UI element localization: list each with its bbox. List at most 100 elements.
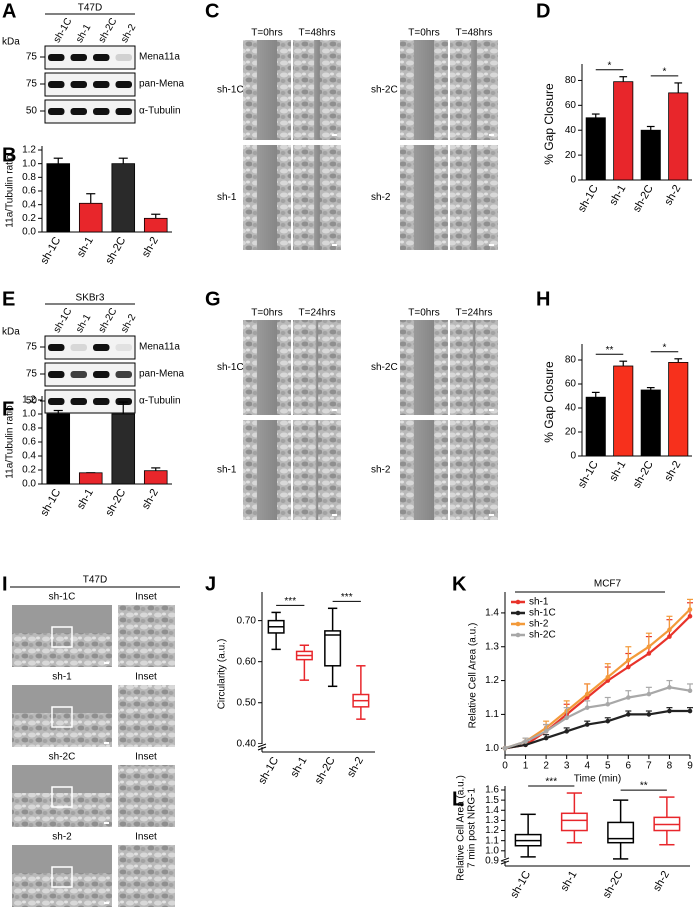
point: [523, 742, 528, 748]
x-tick-label: sh-1C: [256, 755, 281, 786]
lane-label: sh-1: [74, 312, 93, 335]
condition-label: sh-1: [217, 465, 237, 476]
x-tick-label: sh-1: [607, 183, 628, 208]
point: [687, 607, 693, 612]
band: [48, 81, 65, 88]
bar: [640, 389, 661, 457]
point: [564, 715, 569, 721]
scale-bar: [332, 514, 337, 516]
panel-label: E: [2, 288, 15, 310]
y-tick-label: 1.0: [22, 409, 36, 420]
y-tick-label: 1.4: [485, 608, 499, 619]
significance-label: ***: [545, 777, 557, 788]
y-tick-label: 1.2: [22, 145, 36, 156]
unit-label: kDa: [2, 327, 20, 338]
band: [48, 108, 65, 115]
time-label: T=48hrs: [299, 28, 336, 39]
wound-gap: [315, 420, 319, 520]
y-tick-label: 1.0: [485, 845, 499, 856]
wound-gap: [256, 145, 278, 250]
panel-label: A: [2, 0, 16, 22]
y-tick-label: 0.50: [237, 697, 257, 708]
panel-label: F: [2, 398, 14, 420]
y-tick-label: 1.6: [485, 785, 499, 796]
axis-break: [257, 743, 267, 748]
x-tick-label: 9: [687, 761, 693, 772]
x-tick-label: sh-2: [651, 869, 672, 894]
y-tick-label: 0: [570, 451, 576, 462]
lane-label: sh-1C: [52, 306, 75, 335]
wound-gap: [256, 420, 278, 520]
panel-label: G: [205, 288, 221, 310]
band: [93, 54, 110, 61]
cell-line: T47D: [83, 575, 107, 586]
time-label: T=24hrs: [456, 308, 493, 319]
time-label: T=48hrs: [456, 28, 493, 39]
y-tick-label: 1.4: [485, 805, 499, 816]
wound-gap: [471, 145, 477, 250]
x-tick-label: 0: [502, 761, 508, 772]
wound-gap: [471, 40, 477, 140]
y-tick-label: 0.0: [22, 479, 36, 490]
y-tick-label: 0.40: [237, 738, 257, 749]
box: [324, 630, 342, 667]
series-line: [504, 686, 691, 750]
scale-bar: [104, 742, 109, 744]
band: [70, 344, 87, 351]
inset-image: [118, 605, 175, 667]
condition-label: sh-2: [371, 192, 391, 203]
inset-box: [51, 706, 73, 728]
condition-label: sh-2C: [371, 362, 398, 373]
wound-gap: [314, 40, 320, 140]
wound-gap: [256, 40, 278, 140]
axis-break: [500, 860, 510, 865]
inset-box: [51, 786, 73, 808]
condition-label: sh-2: [371, 465, 391, 476]
y-axis-label: 11a/Tubulin ratio: [5, 154, 16, 228]
point: [626, 657, 631, 663]
point: [646, 691, 652, 697]
lane-label: sh-2C: [97, 306, 120, 335]
wound-gap: [413, 420, 435, 520]
protein-label: α-Tubulin: [139, 396, 181, 407]
x-tick-label: 2: [543, 761, 549, 772]
y-tick-label: 0.6: [22, 437, 36, 448]
x-tick-label: sh-2C: [631, 183, 656, 214]
point: [584, 691, 590, 697]
significance-label: ***: [284, 596, 296, 607]
bar: [78, 472, 103, 485]
bar: [585, 117, 606, 181]
legend-marker: [515, 632, 521, 638]
panel-label: H: [536, 288, 550, 310]
y-tick-label: 1.3: [485, 815, 499, 826]
scale-bar: [489, 514, 494, 516]
bar: [613, 81, 634, 181]
axis-break: [500, 857, 510, 862]
y-axis-label: Relative Cell Area (a.u.): [468, 623, 479, 729]
kda-marker: 50: [26, 106, 38, 117]
inset-box: [51, 626, 73, 648]
x-tick-label: sh-1C: [508, 869, 533, 900]
band: [93, 398, 110, 405]
scale-bar: [489, 409, 494, 411]
x-tick-label: 7: [646, 761, 652, 772]
condition-label: sh-1C: [49, 592, 76, 603]
y-tick-label: 0.9: [485, 856, 499, 867]
x-tick-label: 4: [584, 761, 590, 772]
y-tick-label: 20: [565, 427, 577, 438]
y-tick-label: 0: [570, 175, 576, 186]
y-tick-label: 1.1: [485, 835, 499, 846]
y-tick-label: 40: [565, 403, 577, 414]
time-label: T=0hrs: [408, 28, 439, 39]
condition-label: sh-2C: [371, 85, 398, 96]
panel-label: D: [536, 0, 550, 22]
y-tick-label: 1.2: [485, 825, 499, 836]
series-line: [504, 709, 690, 750]
x-tick-label: sh-1: [75, 235, 96, 260]
y-tick-label: 0.4: [22, 199, 36, 210]
inset-label: Inset: [135, 672, 157, 683]
x-tick-label: sh-2: [140, 235, 161, 260]
scale-bar: [332, 409, 337, 411]
condition-label: sh-2: [52, 832, 72, 843]
wound-gap: [314, 145, 320, 250]
